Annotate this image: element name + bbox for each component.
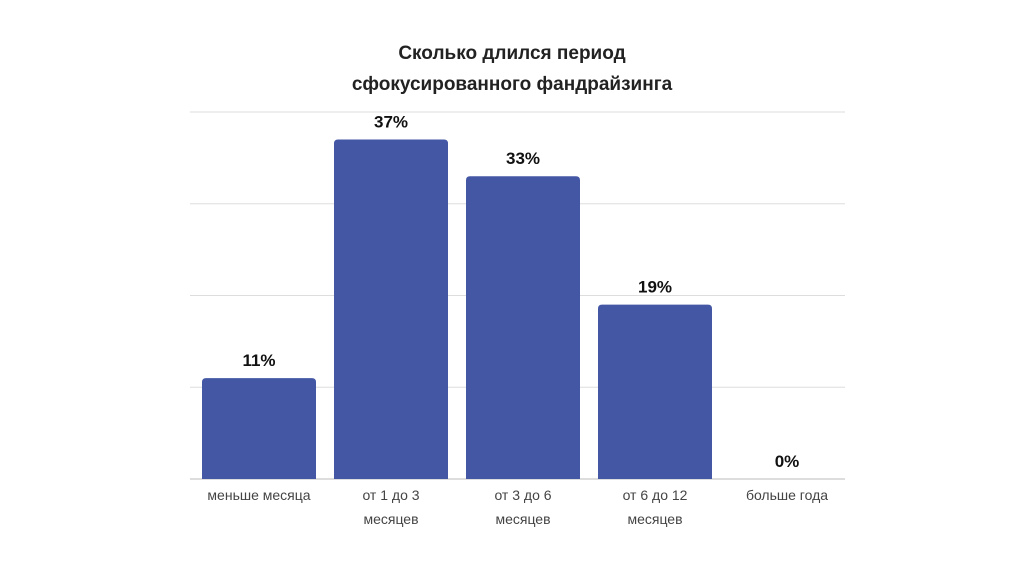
x-tick-label: месяцев [495,511,550,527]
bar [202,378,316,479]
x-tick-label: месяцев [363,511,418,527]
x-tick-label: от 3 до 6 [494,487,551,503]
data-label: 33% [506,149,540,168]
data-label: 37% [374,113,408,132]
x-tick-label: от 6 до 12 [623,487,688,503]
data-label: 0% [775,452,800,471]
data-label: 11% [242,351,275,370]
data-label: 19% [638,278,672,297]
x-tick-label: меньше месяца [207,487,310,503]
x-tick-label: больше года [746,487,828,503]
chart-title-line-1: Сколько длился период [398,43,626,64]
bar [334,139,448,479]
bar [466,176,580,479]
x-tick-label: месяцев [627,511,682,527]
bar [598,304,712,479]
x-tick-label: от 1 до 3 [362,487,419,503]
chart-title: Сколько длился период сфокусированного ф… [0,38,1024,100]
chart-title-line-2: сфокусированного фандрайзинга [351,74,673,95]
